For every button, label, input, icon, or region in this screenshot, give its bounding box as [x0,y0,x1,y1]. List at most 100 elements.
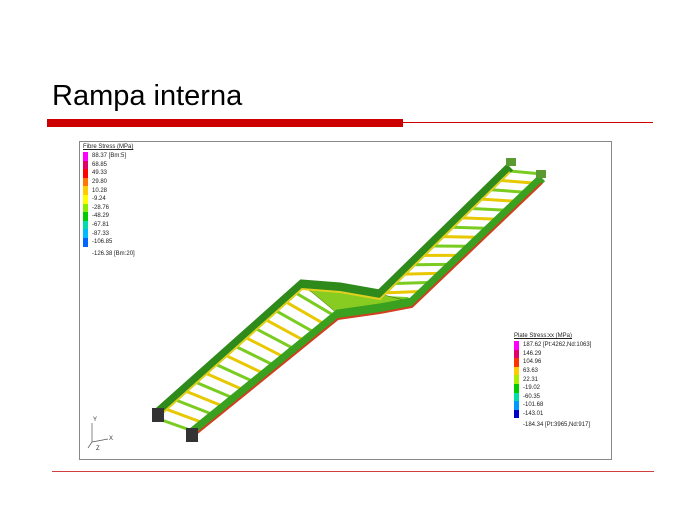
legend-value: -143.01 [523,411,544,418]
color-swatch [83,186,88,195]
legend-value: 10.28 [92,187,108,194]
color-swatch [514,349,519,359]
fibre-legend-row: -87.33 [83,229,135,238]
legend-value: 29.80 [92,179,108,186]
slide-title: Rampa interna [52,80,243,112]
bottom-left-support [152,408,164,422]
stress-plot-figure: Fibre Stress (MPa) 88.37 [Bm:5] 68.85 49.3… [79,141,612,460]
fibre-legend-row: 88.37 [Bm:5] [83,152,135,161]
fibre-legend-row: 49.33 [83,169,135,178]
stair-step [295,291,334,316]
stair-step [235,345,273,366]
fibre-legend-row: -67.81 [83,220,135,230]
color-swatch [83,160,88,170]
stair-step [255,327,293,349]
title-underline-bar [47,119,403,127]
legend-value: -9.24 [92,196,106,203]
stair-step [275,309,313,333]
legend-value: 49.33 [92,170,108,177]
legend-value: -106.85 [92,239,113,246]
stair-step [265,318,303,341]
legend-value: 68.85 [92,161,108,168]
fibre-legend-row: 29.80 [83,177,135,187]
top-right-end [536,170,546,178]
stair-step [195,380,232,399]
plate-legend-row: -60.35 [514,392,591,402]
footer-divider-line [52,471,654,472]
color-swatch [83,177,88,187]
left-stringer [153,163,514,418]
stair-step [481,197,514,203]
stair-step [175,398,211,415]
fibre-legend-min: -126.38 [Bm:20] [92,250,135,257]
stair-step [215,363,252,382]
legend-value: -19.02 [523,385,541,392]
plate-stress-legend: Plate Stress:xx (MPa) 187.62 [Pt:4262,Nd… [514,333,591,428]
legend-value: -101.68 [523,402,544,409]
stair-step [285,300,323,325]
legend-value: -28.76 [92,204,110,211]
stair-step [471,206,505,212]
legend-value: -87.33 [92,230,110,237]
stair-step [404,271,438,276]
stair-step [442,235,476,239]
stair-step [225,354,262,374]
stair-step [490,188,524,194]
plate-legend-row: -101.68 [514,401,591,410]
legend-value: 63.63 [523,368,539,375]
legend-value: 22.31 [523,376,539,383]
axis-triad: Y X Z [84,417,114,454]
legend-value: 187.62 [Pt:4262,Nd:1063] [523,342,592,349]
plate-legend-row: 104.96 [514,358,591,367]
fibre-legend-row: -28.76 [83,203,135,213]
stair-step [245,336,283,358]
color-swatch [514,401,519,410]
stair-step [394,280,429,285]
title-divider-line [403,122,653,123]
plate-legend-min: -184.34 [Pt:3965,Nd:917] [523,422,591,429]
stair-step [185,389,222,407]
legend-value: -60.35 [523,393,541,400]
color-swatch [514,358,519,367]
stair-step [165,407,201,424]
left-stringer-edge [155,171,511,420]
legend-value: 104.96 [523,359,542,366]
fibre-legend-row: -48.29 [83,212,135,221]
fibre-legend-row: 10.28 [83,186,135,195]
color-swatch [83,194,88,204]
bottom-right-support [186,428,198,442]
color-swatch [83,169,88,178]
fibre-legend-row: -9.24 [83,194,135,204]
plate-legend-row: -19.02 [514,383,591,393]
plate-legend-row: 146.29 [514,349,591,359]
plate-legend-row: 63.63 [514,366,591,376]
color-swatch [514,341,519,350]
fibre-legend-row: -106.85 [83,237,135,247]
fibre-legend-title: Fibre Stress (MPa) [83,144,134,150]
color-swatch [83,152,88,161]
axis-y-label: Y [93,417,98,423]
fibre-stress-legend: Fibre Stress (MPa) 88.37 [Bm:5] 68.85 49.3… [83,144,135,257]
color-swatch [514,366,519,376]
color-swatch [83,220,88,230]
color-swatch [83,212,88,221]
right-stringer [187,174,546,438]
legend-value: 146.29 [523,350,542,357]
stair-step [500,178,533,185]
color-swatch [514,409,519,419]
legend-value: 88.37 [Bm:5] [92,153,127,160]
stair-step [385,289,419,295]
fibre-legend-row: 68.85 [83,160,135,170]
color-swatch [514,392,519,402]
axis-z-label: Z [96,446,100,452]
staircase-model [152,158,546,442]
color-swatch [83,229,88,238]
color-swatch [83,203,88,213]
stair-step [205,372,242,391]
stair-step [461,216,495,221]
color-swatch [83,237,88,247]
axis-x-label: X [109,436,114,442]
axis-triad-icon [87,423,109,449]
stair-step [452,225,486,230]
color-swatch [514,375,519,384]
